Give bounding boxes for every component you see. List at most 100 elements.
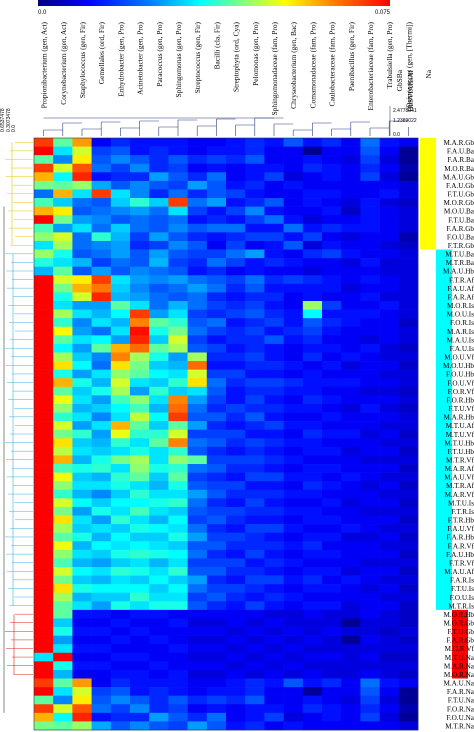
heatmap-cell xyxy=(264,429,284,439)
heatmap-cell xyxy=(264,661,284,671)
heatmap-cell xyxy=(245,592,265,602)
heatmap-cell xyxy=(341,669,361,679)
heatmap-cell xyxy=(72,232,92,242)
heatmap-cell xyxy=(322,695,342,705)
heatmap-cell xyxy=(264,592,284,602)
heatmap-cell xyxy=(130,515,150,525)
heatmap-cell xyxy=(53,412,73,422)
heatmap-cell xyxy=(379,541,400,551)
column-label: Sphingomonadaceae (fam, Pro) xyxy=(270,21,279,115)
heatmap-cell xyxy=(34,712,54,722)
heatmap-cell xyxy=(149,464,169,473)
heatmap-cell xyxy=(149,138,169,147)
column-label: Enhydrobacter (gen, Pro) xyxy=(116,21,125,96)
row-label: F.A.U.Gb xyxy=(446,182,474,190)
heatmap-cell xyxy=(245,292,265,302)
row-label: M.A.U.Hb xyxy=(443,268,474,276)
heatmap-cell xyxy=(72,464,92,473)
heatmap-cell xyxy=(149,403,169,413)
heatmap-cell xyxy=(264,352,284,362)
row-label: F.A.R.Hb xyxy=(446,534,474,542)
heatmap-cell xyxy=(341,489,361,499)
heatmap-cell xyxy=(110,455,131,465)
heatmap-cell xyxy=(264,652,284,662)
heatmap-cell xyxy=(91,335,112,345)
heatmap-cell xyxy=(53,541,73,551)
heatmap-cell xyxy=(226,438,246,448)
heatmap-cell xyxy=(130,524,150,533)
heatmap-cell xyxy=(187,403,208,413)
heatmap-cell xyxy=(360,455,380,465)
heatmap-cell xyxy=(341,661,361,671)
heatmap-cell xyxy=(72,455,92,465)
heatmap-cell xyxy=(53,223,73,233)
heatmap-cell xyxy=(398,524,419,533)
heatmap-cell xyxy=(341,618,361,628)
heatmap-cell xyxy=(91,661,112,671)
heatmap-cell xyxy=(187,361,208,370)
heatmap-cell xyxy=(283,258,304,267)
heatmap-cell xyxy=(283,386,304,396)
heatmap-cell xyxy=(264,283,284,293)
heatmap-cell xyxy=(379,403,400,413)
heatmap-cell xyxy=(398,343,419,353)
heatmap-cell xyxy=(302,155,323,165)
heatmap-cell xyxy=(245,704,265,714)
heatmap-cell xyxy=(360,292,380,302)
heatmap-cell xyxy=(34,403,54,413)
heatmap-cell xyxy=(91,532,112,542)
heatmap-cell xyxy=(379,481,400,491)
heatmap-cell xyxy=(341,223,361,233)
row-label: F.O.U.Hb xyxy=(446,371,474,379)
column-label: Streptophyta (ord, Cya) xyxy=(232,21,241,92)
heatmap-cell xyxy=(53,446,73,456)
heatmap-cell xyxy=(130,138,150,147)
heatmap-cell xyxy=(226,687,246,696)
heatmap-cell xyxy=(245,652,265,662)
heatmap-cell xyxy=(206,549,227,559)
heatmap-cell xyxy=(398,438,419,448)
heatmap-cell xyxy=(226,309,246,319)
heatmap-cell xyxy=(226,464,246,473)
heatmap-cell xyxy=(110,652,131,662)
heatmap-cell xyxy=(168,601,188,611)
heatmap-cell xyxy=(53,506,73,516)
heatmap-cell xyxy=(130,464,150,473)
heatmap-cell xyxy=(341,566,361,576)
heatmap-cell xyxy=(130,163,150,173)
heatmap-cell xyxy=(283,283,304,293)
row-label: M.O.R.Is xyxy=(447,302,474,310)
heatmap-cell xyxy=(34,335,54,345)
heatmap-cell xyxy=(206,489,227,499)
heatmap-cell xyxy=(283,266,304,276)
heatmap-cell xyxy=(149,155,169,165)
column-label: Propionibacterium (gen, Act) xyxy=(40,21,49,108)
heatmap-cell xyxy=(110,592,131,602)
heatmap-cell xyxy=(110,386,131,396)
heatmap-cell xyxy=(322,429,342,439)
heatmap-cell xyxy=(302,661,323,671)
heatmap-cell xyxy=(379,549,400,559)
heatmap-cell xyxy=(34,489,54,499)
heatmap-cell xyxy=(341,232,361,242)
heatmap-cell xyxy=(187,532,208,542)
heatmap-cell xyxy=(110,687,131,696)
heatmap-cell xyxy=(379,661,400,671)
heatmap-cell xyxy=(302,266,323,276)
heatmap-cell xyxy=(53,206,73,216)
heatmap-cell xyxy=(168,678,188,688)
heatmap-cell xyxy=(302,403,323,413)
heatmap-cell xyxy=(398,335,419,345)
heatmap-cell xyxy=(302,335,323,345)
heatmap-cell xyxy=(283,575,304,585)
heatmap-cell xyxy=(341,343,361,353)
heatmap-cell xyxy=(91,438,112,448)
heatmap-cell xyxy=(91,721,112,731)
heatmap-cell xyxy=(72,566,92,576)
heatmap-cell xyxy=(264,180,284,190)
heatmap-cell xyxy=(264,558,284,568)
heatmap-cell xyxy=(149,481,169,491)
heatmap-cell xyxy=(360,652,380,662)
heatmap-cell xyxy=(72,721,92,731)
